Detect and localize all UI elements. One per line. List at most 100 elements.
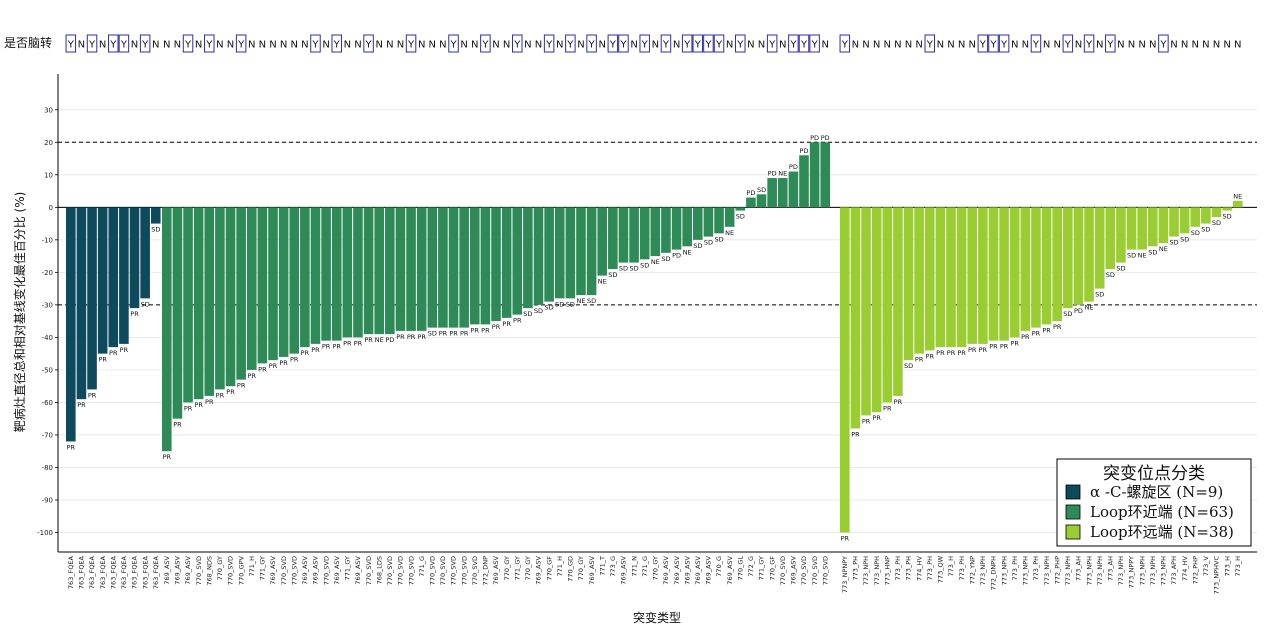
x-tick-label: 769_ASV [790,555,798,584]
response-label: SD [714,235,723,243]
response-label: PR [301,349,310,357]
response-label: PR [237,382,246,390]
brain-metastasis-flag: N [1128,40,1135,51]
response-label: NE [1138,252,1147,260]
brain-metastasis-flag: Y [545,40,553,51]
bar [236,207,246,380]
x-tick-label: 773_AH [1075,556,1083,581]
bar [523,207,533,309]
bar [119,207,129,344]
brain-yes-box [924,34,936,53]
x-tick-label: 770_SVD [322,556,330,585]
bar [215,207,225,390]
bar [459,207,469,328]
x-tick-label: 773_NPH [1022,556,1030,585]
bar [903,207,914,361]
brain-metastasis-flag: Y [67,40,75,51]
x-tick-label: 773_PH [905,556,913,581]
x-tick-label: 770_GF [545,556,553,581]
brain-metastasis-flag: N [747,40,754,51]
brain-yes-box [692,34,704,53]
response-label: SD [1201,226,1210,234]
x-tick-label: 773_NPHVC [1213,556,1221,595]
brain-metastasis-flag: N [471,40,478,51]
response-label: SD [1223,213,1232,221]
x-tick-label: 773_NPH [1085,556,1093,585]
brain-metastasis-flag: N [1181,40,1188,51]
response-label: PR [248,372,257,380]
response-label: PR [258,365,267,373]
response-label: NE [778,170,787,178]
brain-yes-box [235,34,247,53]
brain-yes-box [480,34,491,53]
bar [893,207,903,396]
x-tick-label: 773_APH [1170,556,1178,585]
y-tick-label: -30 [42,301,53,309]
x-tick-label: 769_ASV [588,555,596,584]
x-tick-label: 763_FQEA [78,555,86,589]
bar [661,207,671,253]
response-label: PR [947,349,956,357]
bar [1031,207,1041,328]
response-label: PR [872,414,881,422]
bar [512,207,523,315]
bar [1126,207,1137,250]
brain-yes-box [204,34,215,53]
response-label: PR [979,346,988,354]
x-tick-label: 770_SVD [429,556,437,585]
x-tick-label: 773_G [609,556,617,577]
legend-box [1056,458,1252,547]
bar [1179,207,1190,234]
brain-metastasis-flag: Y [120,40,128,51]
response-label: SD [566,300,575,308]
y-tick-label: -90 [42,496,53,504]
bar [767,178,777,208]
response-label: SD [619,265,628,273]
brain-yes-box [681,34,693,53]
brain-metastasis-flag: Y [979,40,987,51]
brain-metastasis-flag: N [598,40,605,51]
brain-metastasis-flag: Y [694,40,702,51]
response-label: NE [375,336,384,344]
x-tick-label: 774_HV [915,555,923,581]
brain-yes-box [660,34,672,53]
brain-metastasis-flag: Y [1000,40,1008,51]
response-label: PR [396,333,405,341]
bar [671,207,682,250]
bar [353,207,363,338]
brain-metastasis-flag: N [726,40,733,51]
brain-yes-box [182,34,194,53]
bar [172,207,183,419]
bar [639,207,650,260]
brain-metastasis-flag: N [873,40,880,51]
response-label: PD [1074,307,1083,315]
response-label: NE [1159,245,1168,253]
response-label: NE [683,248,692,256]
x-tick-label: 770_SVD [280,556,288,585]
bar [140,207,150,299]
bar [735,207,746,211]
response-label: PR [1053,323,1062,331]
brain-metastasis-row-label: 是否脑转 [4,35,52,50]
bar [533,207,544,305]
response-label: SD [1148,248,1157,256]
response-label: NE [651,258,660,266]
brain-metastasis-flag: N [652,40,659,51]
response-label: PR [471,326,480,334]
response-label: PR [120,346,129,354]
x-tick-label: 771_GY [513,556,521,580]
response-label: PR [88,391,97,399]
x-tick-label: 771_H [248,556,256,577]
bar [374,207,384,335]
brain-metastasis-flag: N [1022,40,1029,51]
response-label: PR [322,343,331,351]
bar [204,207,215,396]
response-label: SD [736,213,745,221]
bar [809,142,820,208]
response-label: PR [1011,339,1020,347]
brain-metastasis-flag: Y [609,40,617,51]
bar [300,207,310,348]
response-label: PR [364,336,373,344]
x-tick-label: 769_ASV [301,555,309,584]
bar [820,142,831,208]
